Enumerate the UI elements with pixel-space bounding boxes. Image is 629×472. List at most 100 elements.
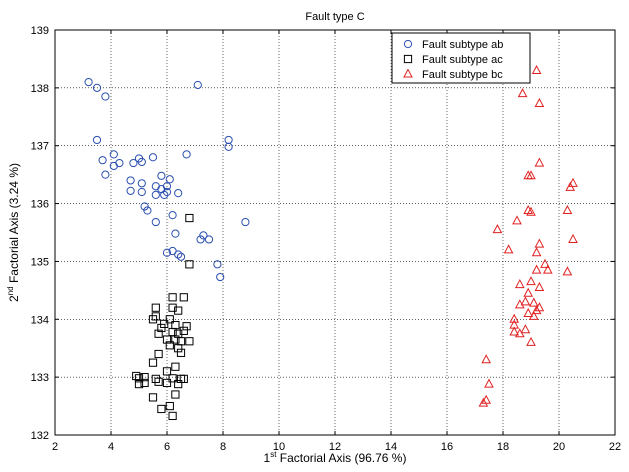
data-point-triangle	[481, 354, 492, 364]
data-point-triangle	[503, 244, 514, 254]
data-point-circle	[196, 235, 205, 244]
data-point-circle	[101, 92, 110, 101]
series-square	[132, 213, 194, 421]
data-point-triangle	[520, 324, 531, 334]
y-tick-label: 138	[31, 83, 49, 95]
data-point-square	[157, 404, 166, 414]
data-point-triangle	[514, 279, 525, 289]
data-point-square	[154, 349, 163, 359]
legend-box	[391, 32, 531, 84]
data-point-circle	[174, 250, 183, 259]
y-axis-label: 2nd Factorial Axis (3.24 %)	[6, 163, 21, 302]
data-point-circle	[168, 211, 177, 220]
data-point-square	[165, 315, 174, 324]
y-tick-label: 133	[31, 372, 49, 384]
x-axis-label-text: 1st Factorial Axis (96.76 %)	[264, 450, 407, 465]
data-point-circle	[160, 190, 169, 199]
data-point-square	[168, 293, 177, 302]
data-point-triangle	[528, 297, 539, 307]
x-tick-label: 8	[220, 441, 226, 453]
data-point-triangle	[531, 264, 542, 274]
data-point-triangle	[531, 305, 542, 315]
y-tick-label: 137	[31, 141, 49, 153]
data-point-circle	[193, 80, 202, 90]
data-point-square	[162, 335, 172, 344]
series-circle	[84, 77, 250, 282]
legend-label: Fault subtype ab	[422, 39, 503, 51]
data-point-triangle	[528, 310, 539, 320]
data-point-square	[165, 401, 174, 411]
data-point-circle	[162, 187, 172, 197]
data-point-triangle	[542, 264, 553, 274]
data-point-triangle	[534, 238, 545, 248]
data-point-circle	[182, 150, 191, 159]
data-point-circle	[162, 248, 172, 257]
data-point-triangle	[484, 378, 494, 388]
data-point-square	[174, 379, 183, 389]
data-point-triangle	[526, 336, 536, 346]
legend-label: Fault subtype bc	[422, 69, 503, 81]
chart-title: Fault type C	[305, 11, 364, 23]
y-axis-label-text: 2nd Factorial Axis (3.24 %)	[6, 163, 21, 302]
data-point-triangle	[523, 307, 534, 317]
data-point-circle	[137, 157, 146, 167]
legend-marker-square	[403, 54, 413, 64]
data-point-square	[171, 390, 180, 399]
data-point-circle	[126, 176, 135, 185]
data-point-square	[168, 374, 177, 383]
legend: Fault subtype ab Fault subtype ac Fault su…	[391, 32, 531, 84]
x-tick-label: 16	[441, 441, 453, 453]
data-point-triangle	[517, 88, 528, 98]
data-point-triangle	[492, 224, 503, 234]
data-point-circle	[162, 182, 172, 191]
x-tick-label: 22	[609, 441, 621, 453]
data-point-circle	[216, 272, 225, 282]
data-point-triangle	[531, 247, 542, 257]
data-point-square	[174, 306, 183, 315]
data-point-circle	[174, 189, 183, 198]
data-point-triangle	[523, 287, 534, 297]
data-point-circle	[84, 77, 93, 87]
data-point-circle	[199, 231, 208, 240]
data-point-square	[148, 358, 158, 367]
data-point-triangle	[514, 299, 525, 309]
data-point-square	[140, 378, 149, 388]
data-point-square	[185, 337, 194, 346]
data-point-triangle	[531, 64, 542, 74]
x-axis-label: 1st Factorial Axis (96.76 %)	[264, 450, 407, 465]
data-point-circle	[92, 83, 102, 92]
y-tick-label: 139	[31, 25, 49, 37]
data-point-square	[151, 303, 160, 312]
data-point-circle	[143, 206, 152, 215]
data-point-square	[157, 323, 166, 333]
data-point-circle	[137, 187, 146, 197]
data-point-triangle	[526, 276, 536, 286]
data-point-square	[168, 411, 177, 421]
data-point-square	[171, 362, 180, 371]
y-tick-label: 134	[31, 314, 49, 326]
data-point-square	[179, 326, 188, 335]
data-point-square	[134, 374, 144, 383]
data-point-square	[182, 322, 191, 331]
data-point-square	[185, 260, 194, 269]
data-point-triangle	[568, 233, 578, 243]
plot-frame	[54, 29, 616, 436]
data-point-square	[179, 293, 188, 302]
data-point-triangle	[534, 157, 545, 167]
x-tick-label: 18	[497, 441, 509, 453]
data-point-circle	[126, 186, 135, 195]
data-point-square	[148, 315, 158, 324]
x-tick-label: 12	[329, 441, 341, 453]
data-point-square	[148, 393, 158, 402]
data-point-triangle	[509, 326, 520, 336]
data-point-circle	[115, 158, 124, 168]
data-point-triangle	[540, 258, 550, 268]
data-point-triangle	[534, 97, 545, 107]
data-point-triangle	[509, 313, 520, 323]
data-point-triangle	[562, 266, 573, 276]
data-point-circle	[101, 170, 110, 179]
data-point-triangle	[514, 328, 525, 338]
data-point-square	[179, 374, 188, 383]
data-point-circle	[140, 202, 149, 211]
